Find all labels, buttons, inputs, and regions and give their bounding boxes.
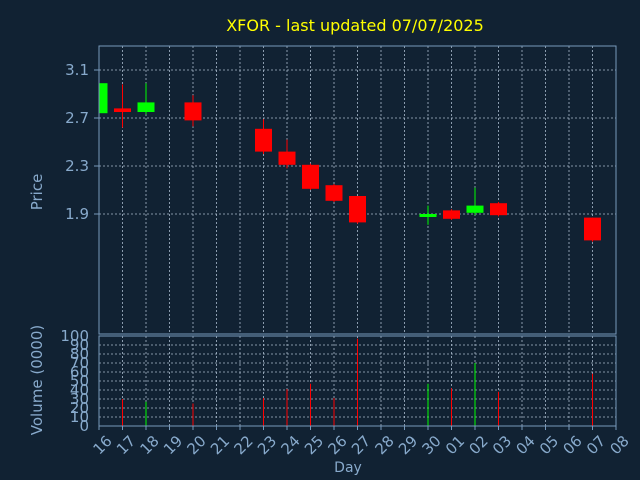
candle-body xyxy=(349,196,366,223)
candlestick xyxy=(137,83,155,115)
volume-tick-label: 90 xyxy=(70,336,89,354)
candlestick xyxy=(278,139,296,169)
volume-axis-label: Volume (0000) xyxy=(28,325,46,435)
candlestick xyxy=(325,184,343,202)
price-axis-label: Price xyxy=(28,174,46,211)
candle-body xyxy=(114,108,131,112)
candle-body xyxy=(325,185,343,201)
candle-body xyxy=(255,128,272,152)
candlestick xyxy=(98,82,108,115)
volume-tick-label: 60 xyxy=(70,363,89,381)
volume-tick-label: 50 xyxy=(70,372,89,390)
candlestick xyxy=(302,163,319,190)
volume-tick-label: 100 xyxy=(60,327,89,345)
chart-title: XFOR - last updated 07/07/2025 xyxy=(226,16,484,35)
candle-body xyxy=(419,214,437,217)
price-frame xyxy=(98,45,617,335)
volume-tick-label: 40 xyxy=(70,381,89,399)
volume-frame xyxy=(98,335,617,427)
candlestick xyxy=(349,196,366,224)
candle-body xyxy=(443,210,460,219)
price-tick-label: 1.9 xyxy=(65,205,89,223)
candlestick xyxy=(490,202,507,217)
volume-series xyxy=(122,338,593,426)
x-axis-label: Day xyxy=(334,460,362,476)
price-tick-label: 3.1 xyxy=(65,61,89,79)
price-tick-labels: 1.9 2.3 2.7 3.1 xyxy=(65,61,99,223)
candle-body xyxy=(584,217,601,241)
volume-tick-label: 70 xyxy=(70,354,89,372)
candlestick-series xyxy=(98,82,601,242)
candlestick xyxy=(466,187,484,216)
volume-tick-label: 20 xyxy=(70,399,89,417)
volume-tick-label: 30 xyxy=(70,390,89,408)
candle-body xyxy=(466,205,484,213)
volume-tick-label: 10 xyxy=(70,408,89,426)
price-tick-label: 2.3 xyxy=(65,157,89,175)
candlestick xyxy=(114,84,131,128)
candle-body xyxy=(99,83,108,114)
candlestick xyxy=(443,209,460,220)
candlestick xyxy=(184,95,202,127)
candle-body xyxy=(137,102,155,112)
candlestick xyxy=(255,119,272,154)
volume-tick-label: 80 xyxy=(70,345,89,363)
candle-body xyxy=(184,102,202,121)
candle-body xyxy=(490,203,507,216)
plot-frames xyxy=(98,45,617,427)
volume-tick-label: 0 xyxy=(79,417,89,435)
price-tick-label: 2.7 xyxy=(65,109,89,127)
candle-body xyxy=(278,151,296,165)
candle-body xyxy=(302,164,319,189)
candlestick xyxy=(419,205,437,225)
candlestick xyxy=(584,217,601,242)
